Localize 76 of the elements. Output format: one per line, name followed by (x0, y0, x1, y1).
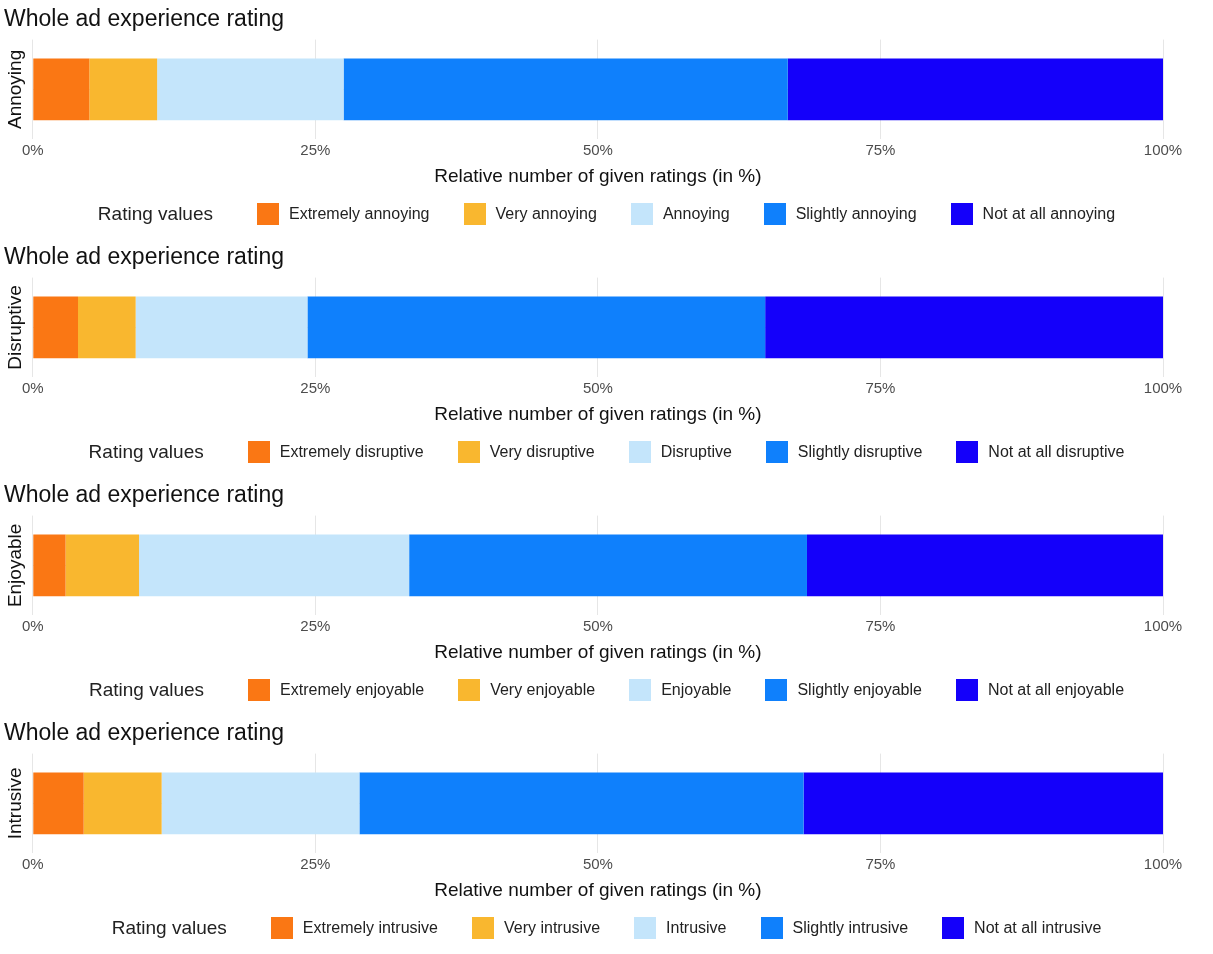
bar (409, 534, 807, 597)
y-axis-title: Disruptive (3, 285, 25, 370)
chart-title: Whole ad experience rating (4, 243, 284, 270)
x-tick-label: 50% (582, 855, 613, 873)
legend-label: Extremely intrusive (302, 919, 438, 937)
legend-label: Intrusive (666, 919, 727, 937)
x-axis-title: Relative number of given ratings (in %) (434, 878, 762, 900)
bar (359, 772, 804, 835)
x-tick-label: 100% (1143, 855, 1183, 873)
bar (787, 58, 1163, 121)
bar (307, 296, 766, 359)
legend-label: Slightly enjoyable (797, 681, 922, 699)
x-axis-title: Relative number of given ratings (in %) (434, 164, 762, 186)
bar (765, 296, 1163, 359)
legend-title: Rating values (111, 917, 227, 939)
y-axis-title: Intrusive (3, 767, 25, 840)
bar (83, 772, 162, 835)
chart-title: Whole ad experience rating (4, 719, 284, 746)
legend-label: Annoying (662, 205, 730, 223)
legend-label: Very enjoyable (490, 681, 596, 699)
y-axis-title: Annoying (3, 49, 25, 130)
x-tick-label: 100% (1143, 141, 1183, 159)
bar (803, 772, 1163, 835)
bar (33, 534, 66, 597)
legend-label: Slightly annoying (795, 205, 917, 223)
x-tick-label: 75% (865, 141, 896, 159)
bar (33, 58, 90, 121)
legend-label: Extremely enjoyable (280, 681, 425, 699)
bar (89, 58, 158, 121)
bar (157, 58, 344, 121)
bar (806, 534, 1163, 597)
x-tick-label: 75% (865, 617, 896, 635)
x-tick-label: 0% (21, 855, 44, 873)
legend-title: Rating values (88, 679, 205, 701)
y-axis-title: Enjoyable (3, 523, 25, 608)
x-tick-label: 50% (582, 141, 613, 159)
legend-label: Disruptive (660, 443, 732, 461)
legend-label: Very disruptive (489, 443, 595, 461)
legend-label: Slightly intrusive (792, 919, 909, 937)
bar (33, 296, 79, 359)
x-tick-label: 25% (300, 141, 331, 159)
x-tick-label: 0% (21, 141, 44, 159)
bar (135, 296, 308, 359)
x-tick-label: 25% (300, 855, 331, 873)
bar (139, 534, 410, 597)
legend-title: Rating values (97, 203, 213, 225)
chart-title: Whole ad experience rating (4, 5, 284, 32)
x-tick-label: 75% (865, 855, 896, 873)
bar (33, 772, 84, 835)
bar (65, 534, 140, 597)
x-axis-title: Relative number of given ratings (in %) (434, 640, 762, 662)
legend-label: Slightly disruptive (797, 443, 923, 461)
legend-label: Very intrusive (503, 919, 601, 937)
x-tick-label: 50% (582, 617, 613, 635)
legend-label: Enjoyable (661, 681, 732, 699)
legend-label: Not at all enjoyable (987, 681, 1125, 699)
bar (161, 772, 360, 835)
bar (343, 58, 788, 121)
x-tick-label: 100% (1143, 379, 1183, 397)
legend-label: Not at all disruptive (988, 443, 1125, 461)
legend-title: Rating values (88, 441, 204, 463)
legend-label: Not at all intrusive (974, 919, 1102, 937)
legend-label: Extremely disruptive (279, 443, 424, 461)
legend-label: Very annoying (495, 205, 597, 223)
bar (78, 296, 136, 359)
x-tick-label: 50% (582, 379, 613, 397)
x-axis-title: Relative number of given ratings (in %) (434, 402, 762, 424)
x-tick-label: 25% (300, 379, 331, 397)
x-tick-label: 0% (21, 379, 44, 397)
legend-label: Not at all annoying (982, 205, 1116, 223)
x-tick-label: 100% (1143, 617, 1183, 635)
chart-title: Whole ad experience rating (4, 481, 284, 508)
x-tick-label: 75% (865, 379, 896, 397)
x-tick-label: 0% (21, 617, 44, 635)
legend-label: Extremely annoying (288, 205, 430, 223)
x-tick-label: 25% (300, 617, 331, 635)
